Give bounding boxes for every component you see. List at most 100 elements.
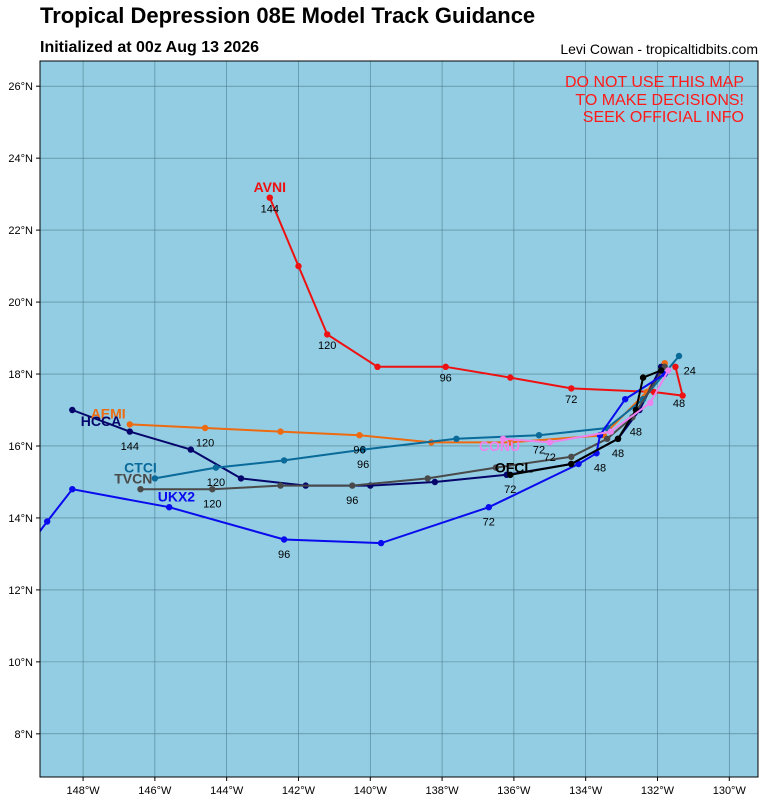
model-label-ctci: CTCI bbox=[124, 460, 157, 476]
track-point-ukx2 bbox=[69, 486, 76, 493]
track-point-ofcl bbox=[614, 435, 622, 442]
track-point-ukx2 bbox=[485, 504, 492, 511]
track-point-tvcn bbox=[424, 475, 431, 482]
track-point-conu bbox=[607, 428, 614, 435]
track-point-avni bbox=[507, 374, 514, 381]
lon-tick-label: 138°W bbox=[426, 785, 460, 797]
track-point-hcca bbox=[237, 475, 245, 482]
track-point-avni bbox=[324, 331, 331, 338]
warning-line-2: TO MAKE DECISIONS! bbox=[575, 92, 744, 109]
warning-line-3: SEEK OFFICIAL INFO bbox=[583, 109, 744, 126]
track-line-tvcn bbox=[140, 366, 666, 491]
lat-tick-label: 26°N bbox=[8, 81, 33, 93]
init-time: Initialized at 00z Aug 13 2026 bbox=[40, 39, 260, 56]
forecast-hour-label: 120 bbox=[203, 499, 221, 511]
forecast-hour-label: 72 bbox=[533, 445, 545, 457]
forecast-hour-label: 48 bbox=[673, 398, 685, 410]
lat-tick-label: 24°N bbox=[8, 153, 33, 165]
forecast-hour-label: 144 bbox=[121, 441, 139, 453]
forecast-hour-label: 96 bbox=[357, 459, 369, 471]
track-point-ukx2 bbox=[166, 504, 173, 511]
track-point-ukx2 bbox=[33, 533, 39, 539]
ocean-background bbox=[40, 61, 758, 777]
model-label-aemi: AEMI bbox=[91, 406, 126, 422]
track-point-ukx2 bbox=[44, 518, 51, 525]
lat-tick-label: 14°N bbox=[8, 513, 33, 525]
forecast-hour-label: 144 bbox=[261, 204, 279, 216]
track-point-avni bbox=[568, 385, 575, 392]
track-point-ofcl bbox=[568, 460, 575, 468]
track-point-tvcn bbox=[492, 464, 500, 471]
track-point-aemi bbox=[126, 421, 133, 428]
track-point-ofcl bbox=[507, 471, 514, 478]
track-conu bbox=[499, 367, 672, 446]
model-label-hcca: HCCA bbox=[81, 413, 121, 429]
track-point-avni bbox=[266, 194, 273, 201]
forecast-hour-label: 96 bbox=[353, 445, 365, 457]
track-point-ctci bbox=[535, 432, 543, 439]
track-labels: 24487296120144AVNI12096AEMI144HCCA120967… bbox=[81, 179, 696, 561]
track-line-ofcl bbox=[510, 369, 662, 476]
map-title: Tropical Depression 08E Model Track Guid… bbox=[40, 3, 536, 28]
track-point-avni bbox=[442, 363, 449, 370]
lon-tick-label: 136°W bbox=[497, 785, 531, 797]
forecast-hour-label: 48 bbox=[594, 463, 606, 475]
track-point-ukx2 bbox=[280, 536, 288, 543]
lon-tick-label: 142°W bbox=[282, 785, 316, 797]
model-label-conu: CONU bbox=[479, 438, 520, 454]
track-point-tvcn bbox=[604, 435, 611, 442]
track-line-avni bbox=[268, 197, 684, 397]
forecast-hour-label: 96 bbox=[440, 373, 452, 385]
track-point-tvcn bbox=[349, 482, 356, 489]
track-point-conu bbox=[665, 367, 672, 374]
track-point-conu bbox=[546, 439, 553, 446]
track-point-ctci bbox=[675, 352, 683, 360]
forecast-hour-label: 96 bbox=[346, 495, 358, 507]
credit: Levi Cowan - tropicaltidbits.com bbox=[560, 41, 758, 57]
track-point-aemi bbox=[356, 432, 363, 439]
track-point-ctci bbox=[280, 457, 288, 464]
track-point-hcca bbox=[69, 406, 76, 414]
forecast-hour-label: 24 bbox=[684, 365, 696, 377]
track-point-conu bbox=[499, 435, 507, 442]
track-point-ctci bbox=[453, 435, 460, 442]
lat-tick-label: 22°N bbox=[8, 225, 33, 237]
track-point-ctci bbox=[359, 446, 367, 453]
axis-ticks: 148°W 146°W 144°W 142°W 140°W 138°W 136°W 134°W… bbox=[8, 81, 746, 797]
forecast-hour-label: 120 bbox=[207, 477, 225, 489]
track-point-tvcn bbox=[277, 482, 284, 489]
track-point-ukx2 bbox=[377, 539, 385, 547]
forecast-hour-label: 120 bbox=[196, 437, 214, 449]
map-frame bbox=[39, 60, 759, 778]
track-point-tvcn bbox=[209, 486, 216, 493]
lon-tick-label: 130°W bbox=[713, 785, 747, 797]
lon-tick-label: 132°W bbox=[641, 785, 675, 797]
track-point-avni bbox=[374, 363, 381, 370]
track-point-ctci bbox=[212, 464, 220, 471]
model-tracks bbox=[33, 194, 686, 547]
model-label-ofcl: OFCL bbox=[495, 460, 534, 476]
lat-tick-label: 18°N bbox=[8, 369, 33, 381]
lon-tick-label: 140°W bbox=[354, 785, 388, 797]
forecast-hour-label: 48 bbox=[630, 427, 642, 439]
track-point-ctci bbox=[151, 475, 159, 482]
track-point-ofcl bbox=[639, 374, 647, 381]
forecast-hour-label: 96 bbox=[278, 549, 290, 561]
lat-tick-label: 16°N bbox=[8, 441, 33, 453]
track-point-avni bbox=[295, 262, 302, 270]
track-point-avni bbox=[672, 363, 679, 370]
track-point-tvcn bbox=[137, 486, 144, 493]
track-point-ukx2 bbox=[575, 460, 582, 468]
lon-tick-label: 134°W bbox=[569, 785, 603, 797]
track-point-hcca bbox=[187, 446, 194, 453]
forecast-hour-label: 72 bbox=[565, 394, 577, 406]
track-ofcl bbox=[507, 367, 665, 478]
lon-tick-label: 144°W bbox=[210, 785, 244, 797]
warning-line-1: DO NOT USE THIS MAP bbox=[565, 74, 744, 91]
track-point-ofcl bbox=[657, 367, 665, 374]
track-point-aemi bbox=[277, 428, 284, 435]
model-label-tvcn: TVCN bbox=[114, 470, 152, 486]
forecast-hour-label: 48 bbox=[612, 448, 624, 460]
track-point-conu bbox=[647, 399, 654, 406]
forecast-hour-label: 72 bbox=[483, 517, 495, 529]
